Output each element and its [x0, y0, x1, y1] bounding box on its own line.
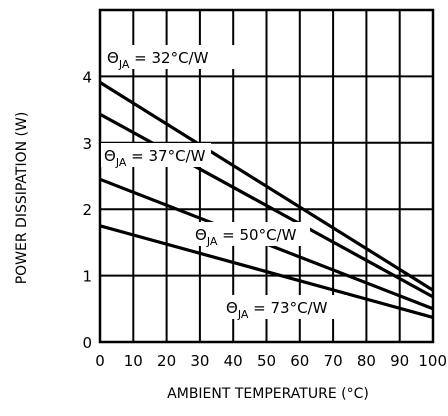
- annotation-symbol: Θ: [226, 299, 238, 317]
- y-tick-label: 4: [82, 68, 92, 86]
- series-annotation-2: ΘJA = 50°C/W: [192, 222, 310, 248]
- x-tick-label: 30: [190, 352, 209, 370]
- annotation-symbol: Θ: [107, 49, 119, 67]
- annotation-background: [101, 143, 211, 167]
- x-tick-label: 90: [390, 352, 409, 370]
- annotation-subscript: JA: [118, 58, 130, 71]
- tick-labels: 0 10 20 30 40 50 60 70 80 90 100 0 1 2 3 4: [82, 68, 447, 370]
- series-annotation-1: ΘJA = 37°C/W: [101, 143, 211, 169]
- annotation-subscript: JA: [115, 156, 127, 169]
- annotation-label: ΘJA = 32°C/W: [107, 49, 209, 71]
- x-tick-label: 60: [290, 352, 309, 370]
- annotation-symbol: Θ: [195, 226, 207, 244]
- y-tick-label: 3: [82, 135, 92, 153]
- annotation-background: [192, 222, 310, 246]
- series-annotation-3: ΘJA = 73°C/W: [223, 295, 347, 321]
- annotation-background: [104, 45, 264, 69]
- series-line-0: [99, 81, 434, 292]
- annotation-text: = 50°C/W: [217, 226, 296, 244]
- y-tick-label: 0: [82, 334, 92, 352]
- annotation-text: = 32°C/W: [129, 49, 208, 67]
- x-tick-label: 10: [124, 352, 143, 370]
- x-tick-label: 50: [257, 352, 276, 370]
- x-tick-label: 80: [357, 352, 376, 370]
- x-tick-label: 70: [324, 352, 343, 370]
- annotation-subscript: JA: [237, 308, 249, 321]
- annotation-symbol: Θ: [104, 147, 116, 165]
- annotation-label: ΘJA = 73°C/W: [226, 299, 328, 321]
- annotation-text: = 37°C/W: [126, 147, 205, 165]
- y-tick-label: 1: [82, 268, 92, 286]
- x-tick-label: 20: [157, 352, 176, 370]
- plot-frame: [98, 8, 435, 344]
- series-line-3: [99, 224, 434, 319]
- x-tick-label: 40: [224, 352, 243, 370]
- x-tick-label: 0: [95, 352, 105, 370]
- annotation-text: = 73°C/W: [248, 299, 327, 317]
- annotation-subscript: JA: [206, 235, 218, 248]
- x-tick-label: 100: [418, 352, 447, 370]
- y-tick-label: 2: [82, 201, 92, 219]
- annotation-label: ΘJA = 50°C/W: [195, 226, 297, 248]
- annotation-label: ΘJA = 37°C/W: [104, 147, 206, 169]
- y-axis-label: POWER DISSIPATION (W): [14, 112, 30, 285]
- x-axis-label: AMBIENT TEMPERATURE (°C): [167, 386, 369, 402]
- grid: [98, 8, 435, 344]
- annotation-background: [223, 295, 347, 319]
- series-annotation-0: ΘJA = 32°C/W: [104, 45, 264, 71]
